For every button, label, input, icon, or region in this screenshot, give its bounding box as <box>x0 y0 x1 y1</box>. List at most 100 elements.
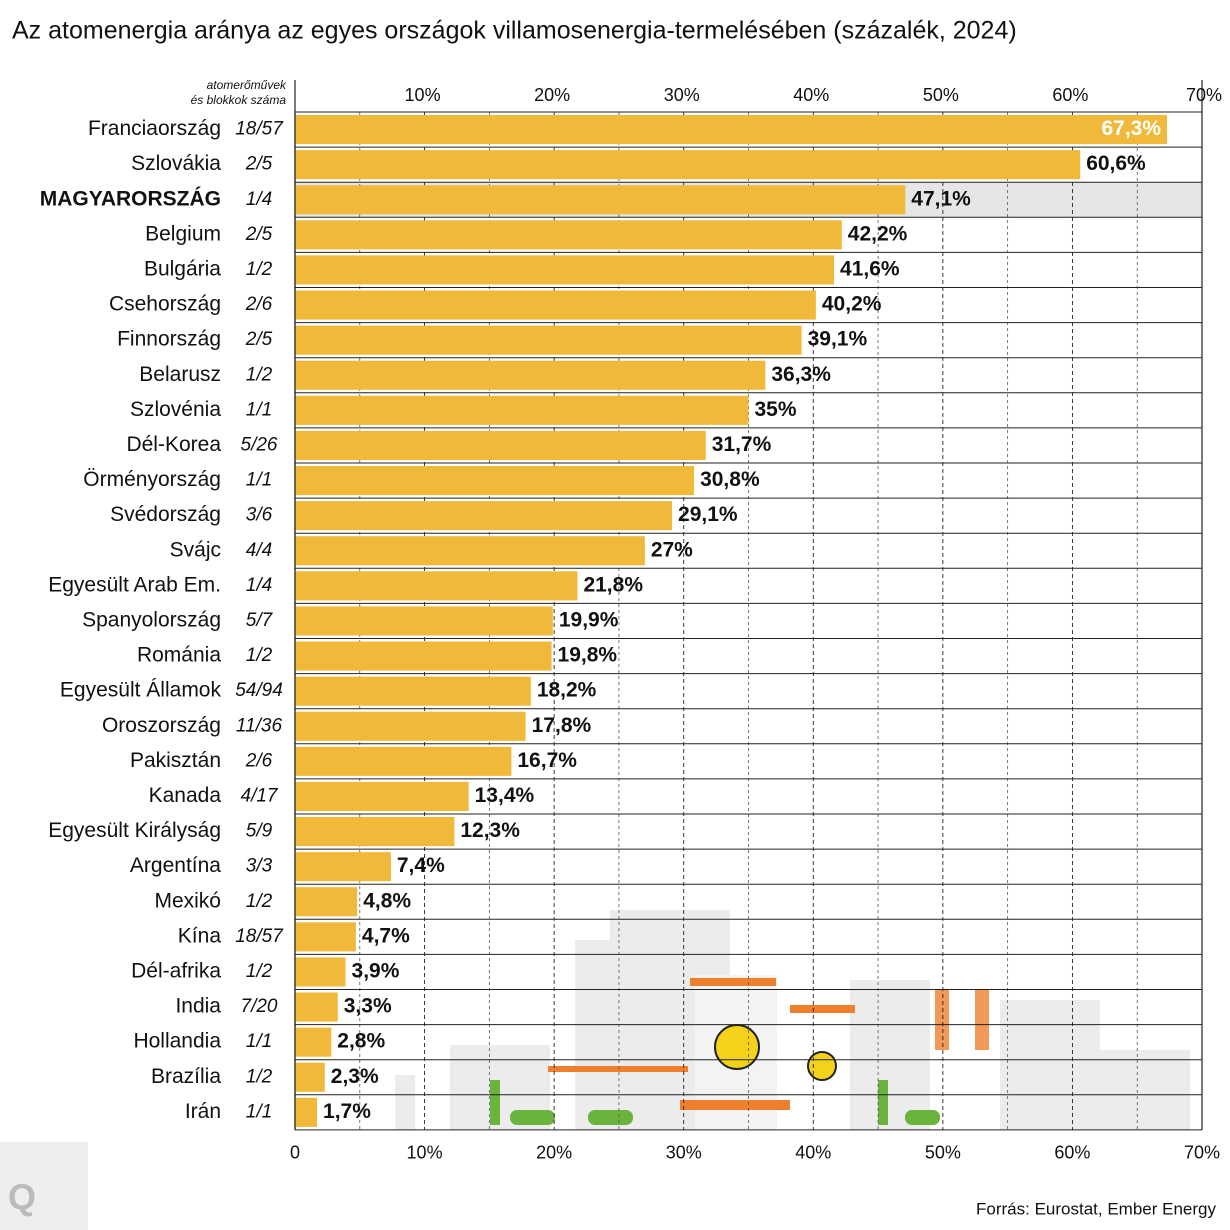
bar <box>295 676 531 706</box>
bar <box>295 360 766 390</box>
bar <box>295 922 356 952</box>
count-label: 2/6 <box>245 294 273 315</box>
count-label: 1/1 <box>246 399 272 420</box>
category-label: Svédország <box>110 503 221 526</box>
value-label: 18,2% <box>537 679 597 702</box>
count-label: 18/57 <box>235 926 284 947</box>
count-label: 1/1 <box>246 1031 272 1052</box>
category-label: India <box>175 995 221 1018</box>
category-label: Belgium <box>145 222 221 245</box>
category-label: Szlovénia <box>130 398 221 421</box>
count-label: 3/6 <box>246 505 273 526</box>
bar <box>295 571 578 601</box>
category-label: Finnország <box>117 328 221 351</box>
x-tick-label-top: 50% <box>923 85 959 105</box>
count-label: 4/17 <box>241 785 279 806</box>
count-label: 2/5 <box>245 329 273 350</box>
category-label: Brazília <box>151 1065 221 1088</box>
x-tick-label: 20% <box>536 1143 572 1163</box>
logo-bg <box>0 1142 88 1230</box>
x-tick-label: 10% <box>407 1143 443 1163</box>
category-label: Svájc <box>170 538 221 561</box>
x-tick-label-top: 20% <box>534 85 570 105</box>
bar <box>295 1027 332 1057</box>
value-label: 19,9% <box>559 608 619 631</box>
count-label: 7/20 <box>241 996 278 1017</box>
value-label: 30,8% <box>700 468 760 491</box>
count-label: 1/2 <box>246 364 273 385</box>
category-label: Egyesült Arab Em. <box>48 573 221 596</box>
bar <box>295 536 645 566</box>
category-label: Oroszország <box>102 714 221 737</box>
value-label: 13,4% <box>475 784 535 807</box>
category-label: Argentína <box>130 854 221 877</box>
bar <box>295 501 673 531</box>
value-label: 1,7% <box>323 1100 371 1123</box>
count-label: 4/4 <box>246 540 272 561</box>
counts-header: és blokkok száma <box>191 93 287 107</box>
x-tick-label: 70% <box>1184 1143 1220 1163</box>
background-illustration <box>395 910 1190 1130</box>
count-label: 5/7 <box>246 610 274 631</box>
value-label: 31,7% <box>712 433 772 456</box>
value-label: 27% <box>651 538 693 561</box>
category-label: Pakisztán <box>130 749 221 772</box>
value-label: 67,3% <box>1101 117 1161 140</box>
count-label: 1/2 <box>246 645 273 666</box>
count-label: 1/1 <box>246 1101 272 1122</box>
count-label: 1/2 <box>246 961 273 982</box>
count-label: 11/36 <box>236 715 283 736</box>
category-label: Belarusz <box>139 363 221 386</box>
bar <box>295 781 469 811</box>
category-label: Bulgária <box>144 257 221 280</box>
value-label: 16,7% <box>517 749 577 772</box>
x-tick-label: 40% <box>795 1143 831 1163</box>
value-label: 60,6% <box>1086 152 1146 175</box>
category-label: Örményország <box>83 468 221 491</box>
category-label: Kanada <box>149 784 222 807</box>
count-label: 5/26 <box>241 434 278 455</box>
bar <box>295 466 695 496</box>
value-label: 47,1% <box>911 187 971 210</box>
value-label: 21,8% <box>583 573 643 596</box>
value-label: 17,8% <box>532 714 592 737</box>
count-label: 1/1 <box>246 470 272 491</box>
value-label: 29,1% <box>678 503 738 526</box>
bar <box>295 430 706 460</box>
bar <box>295 957 346 987</box>
category-label: Kína <box>178 924 222 947</box>
bar <box>295 255 835 285</box>
category-label: MAGYARORSZÁG <box>40 187 221 210</box>
x-tick-label-top: 30% <box>664 85 700 105</box>
x-tick-label: 0 <box>290 1143 300 1163</box>
x-tick-label: 50% <box>925 1143 961 1163</box>
x-tick-label: 60% <box>1054 1143 1090 1163</box>
bar <box>295 290 816 320</box>
value-label: 35% <box>755 398 797 421</box>
count-label: 2/5 <box>245 224 273 245</box>
category-label: Egyesült Államok <box>60 679 222 702</box>
value-label: 3,9% <box>352 959 400 982</box>
category-label: Dél-Korea <box>126 433 221 456</box>
logo: Q <box>8 1177 36 1218</box>
bar <box>295 606 553 636</box>
bar <box>295 641 552 671</box>
counts-header: atomerőművek <box>207 78 287 92</box>
bar <box>295 150 1081 180</box>
bar <box>295 711 526 741</box>
source: Forrás: Eurostat, Ember Energy <box>976 1199 1216 1218</box>
category-label: Szlovákia <box>131 152 221 175</box>
category-label: Franciaország <box>88 117 221 140</box>
bar <box>295 887 358 917</box>
value-label: 40,2% <box>822 293 882 316</box>
bar <box>295 115 1168 145</box>
bar <box>295 992 338 1022</box>
bar <box>295 395 749 425</box>
count-label: 1/2 <box>246 891 273 912</box>
count-label: 1/2 <box>246 1066 273 1087</box>
category-label: Románia <box>137 644 221 667</box>
bar <box>295 1097 318 1127</box>
count-label: 1/4 <box>246 575 272 596</box>
count-label: 54/94 <box>235 680 283 701</box>
value-label: 2,8% <box>337 1030 385 1053</box>
